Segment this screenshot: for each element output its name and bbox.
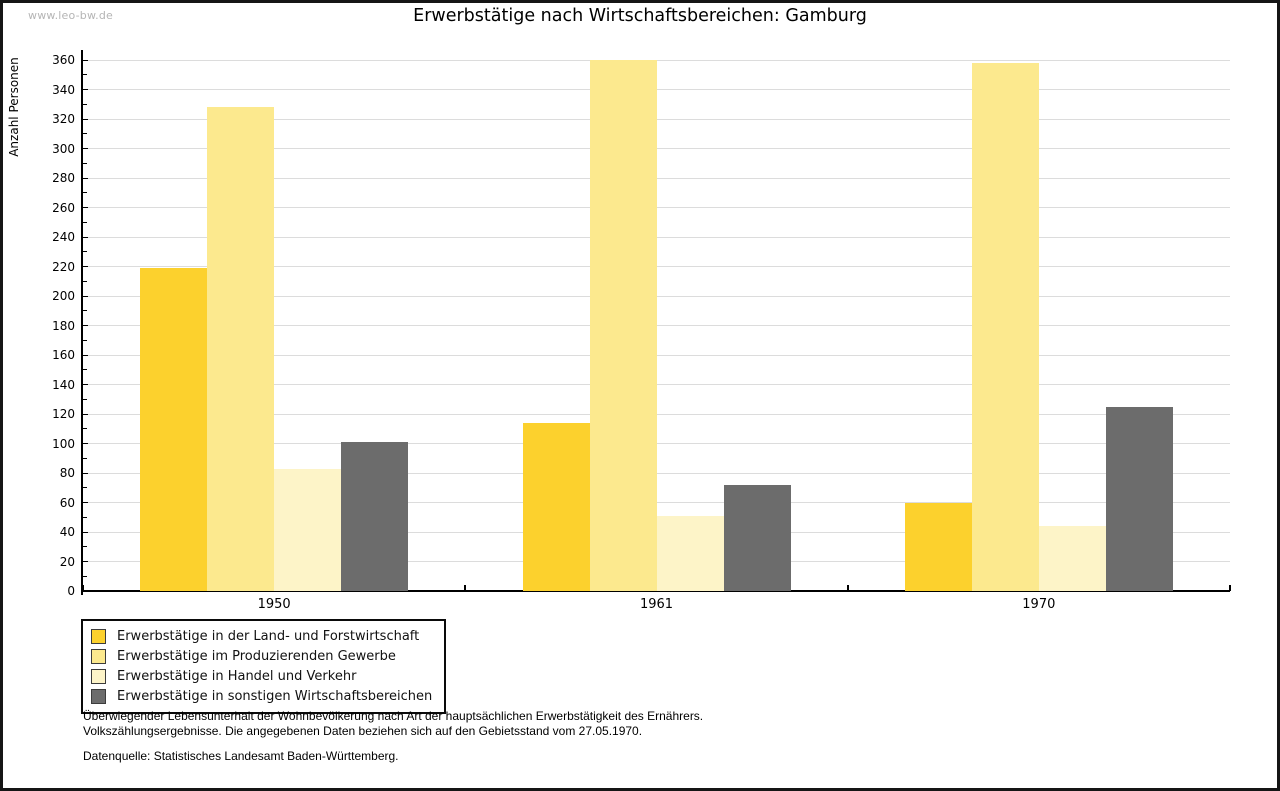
y-axis-tick (81, 236, 88, 238)
x-axis-label: 1950 (257, 597, 291, 612)
y-tick-label: 140 (52, 377, 75, 392)
y-axis-tick (81, 118, 88, 120)
legend-swatch-icon (91, 668, 106, 684)
bar-1970-series-2 (972, 62, 1039, 591)
legend-item: Erwerbstätige in der Land- und Forstwirt… (91, 626, 432, 646)
legend-label: Erwerbstätige in Handel und Verkehr (117, 668, 357, 684)
y-tick-label: 320 (52, 112, 75, 126)
x-axis-line (81, 590, 1230, 592)
bar-1961-series-4 (724, 484, 791, 591)
legend-box: Erwerbstätige in der Land- und Forstwirt… (81, 619, 447, 714)
y-axis-tick (83, 221, 87, 223)
y-axis-tick (81, 89, 88, 90)
bar-1950-series-2 (207, 107, 274, 591)
y-axis-tick (81, 59, 88, 61)
bar-1950-series-1 (140, 268, 207, 591)
y-axis-line (81, 50, 83, 595)
x-axis-tick (82, 585, 84, 591)
y-axis-tick (81, 531, 88, 533)
y-axis-tick (83, 487, 87, 489)
legend-swatch-icon (91, 688, 106, 704)
legend-label: Erwerbstätige in der Land- und Forstwirt… (117, 628, 420, 644)
legend-label: Erwerbstätige im Produzierenden Gewerbe (117, 648, 396, 664)
y-axis-tick (81, 354, 88, 356)
bar-1961-series-2 (590, 60, 657, 591)
y-axis-tick (83, 310, 87, 312)
y-tick-label: 360 (52, 53, 75, 67)
y-axis-tick (83, 103, 87, 105)
y-axis-tick (83, 457, 87, 459)
y-axis-tick (81, 177, 88, 179)
bar-1970-series-1 (905, 502, 972, 591)
y-axis-tick (83, 251, 87, 253)
y-tick-label: 0 (67, 584, 75, 598)
y-tick-label: 280 (52, 171, 75, 185)
legend-label: Erwerbstätige in sonstigen Wirtschaftsbe… (117, 688, 433, 704)
y-tick-label: 40 (59, 525, 75, 539)
bar-1970-series-3 (1039, 526, 1106, 591)
bar-1950-series-4 (341, 442, 408, 591)
y-tick-label: 220 (52, 259, 75, 274)
y-tick-label: 120 (52, 407, 75, 421)
footnote-line: Volkszählungsergebnisse. Die angegebenen… (83, 723, 643, 738)
y-axis-tick (81, 325, 88, 326)
y-axis-tick (83, 516, 87, 518)
y-axis-tick (83, 398, 87, 400)
y-axis-tick (83, 575, 87, 577)
y-tick-label: 260 (52, 200, 75, 215)
y-tick-label: 240 (52, 230, 75, 244)
bar-1961-series-3 (657, 515, 724, 591)
y-axis-tick (83, 546, 87, 548)
legend-item: Erwerbstätige in sonstigen Wirtschaftsbe… (91, 686, 432, 706)
y-tick-label: 20 (59, 554, 75, 569)
y-axis-tick (83, 280, 87, 282)
y-tick-label: 60 (59, 495, 75, 510)
y-axis-tick (83, 74, 87, 76)
bar-1970-series-4 (1106, 406, 1173, 591)
plot-area: 0 20 40 60 80 100 120 140 160 180 200 220 240 260 280 3… (52, 53, 1231, 612)
y-tick-label: 100 (52, 436, 75, 451)
x-axis-label: 1970 (1022, 597, 1056, 612)
bar-1961-series-1 (523, 422, 590, 591)
y-axis-tick (81, 561, 88, 562)
y-tick-label: 80 (59, 466, 75, 480)
y-axis-tick (81, 295, 88, 297)
x-axis-tick (464, 585, 466, 591)
y-axis-tick (81, 148, 88, 149)
chart-title: Erwerbstätige nach Wirtschaftsbereichen:… (413, 6, 867, 26)
y-axis-tick (81, 502, 88, 503)
footnote-line: Überwiegender Lebensunterhalt der Wohnbe… (83, 709, 704, 723)
x-axis-tick (847, 585, 849, 591)
legend-item: Erwerbstätige im Produzierenden Gewerbe (91, 646, 432, 666)
y-axis-tick (83, 369, 87, 371)
legend-swatch-icon (91, 648, 106, 664)
legend-item: Erwerbstätige in Handel und Verkehr (91, 666, 432, 686)
y-axis-tick (83, 192, 87, 194)
x-axis-label: 1961 (639, 597, 674, 612)
y-axis-tick (83, 162, 87, 164)
legend-swatch-icon (91, 628, 106, 644)
y-tick-label: 300 (52, 141, 75, 156)
y-axis-tick (81, 413, 88, 415)
y-axis-tick (81, 443, 88, 444)
x-axis-tick (1229, 585, 1231, 591)
y-tick-label: 200 (52, 289, 75, 303)
watermark-text: www.leo-bw.de (28, 9, 114, 22)
y-tick-label: 180 (52, 318, 75, 333)
bar-1950-series-3 (274, 468, 341, 591)
data-source-line: Datenquelle: Statistisches Landesamt Bad… (83, 749, 399, 763)
y-axis-tick (83, 428, 87, 430)
y-axis-tick (81, 266, 88, 267)
y-axis-tick (81, 207, 88, 208)
y-tick-label: 160 (52, 348, 75, 362)
y-axis-tick (83, 133, 87, 135)
y-tick-label: 340 (52, 82, 75, 97)
y-axis-tick (81, 472, 88, 474)
footnotes: Überwiegender Lebensunterhalt der Wohnbe… (83, 709, 703, 764)
y-axis-tick (83, 339, 87, 341)
y-axis-tick (81, 384, 88, 385)
